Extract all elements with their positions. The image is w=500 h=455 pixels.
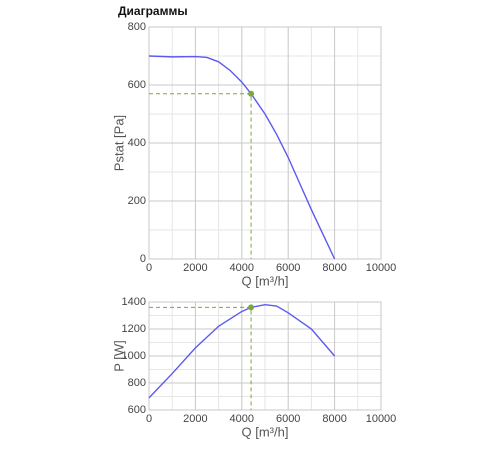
y-tick-label: 600: [128, 404, 146, 416]
x-axis-label: Q [m³/h]: [242, 273, 289, 288]
y-tick-label: 1200: [122, 323, 146, 335]
x-tick-label: 6000: [276, 413, 300, 425]
x-tick-label: 2000: [183, 413, 207, 425]
y-axis-label: Pstat [Pa]: [111, 115, 126, 171]
y-tick-label: 1000: [122, 350, 146, 362]
y-tick-label: 600: [128, 79, 146, 91]
x-tick-label: 2000: [183, 262, 207, 274]
x-tick-label: 10000: [366, 413, 397, 425]
y-tick-label: 400: [128, 137, 146, 149]
x-axis-label: Q [m³/h]: [242, 424, 289, 439]
x-tick-label: 0: [146, 262, 152, 274]
operating-point: [248, 304, 255, 311]
x-tick-label: 8000: [322, 262, 346, 274]
x-tick-label: 0: [146, 413, 152, 425]
y-axis-label: P [W]: [111, 340, 126, 372]
x-tick-label: 4000: [230, 262, 254, 274]
y-tick-label: 0: [140, 253, 146, 265]
y-tick-label: 1400: [122, 296, 146, 308]
page-title: Диаграммы: [118, 4, 188, 18]
x-tick-label: 4000: [230, 413, 254, 425]
operating-point: [248, 90, 255, 97]
x-tick-label: 6000: [276, 262, 300, 274]
x-tick-label: 8000: [322, 413, 346, 425]
y-tick-label: 800: [128, 21, 146, 33]
y-tick-label: 800: [128, 377, 146, 389]
operating-guide: [149, 93, 252, 259]
x-tick-label: 10000: [366, 262, 397, 274]
operating-guide: [149, 306, 252, 410]
y-tick-label: 200: [128, 195, 146, 207]
